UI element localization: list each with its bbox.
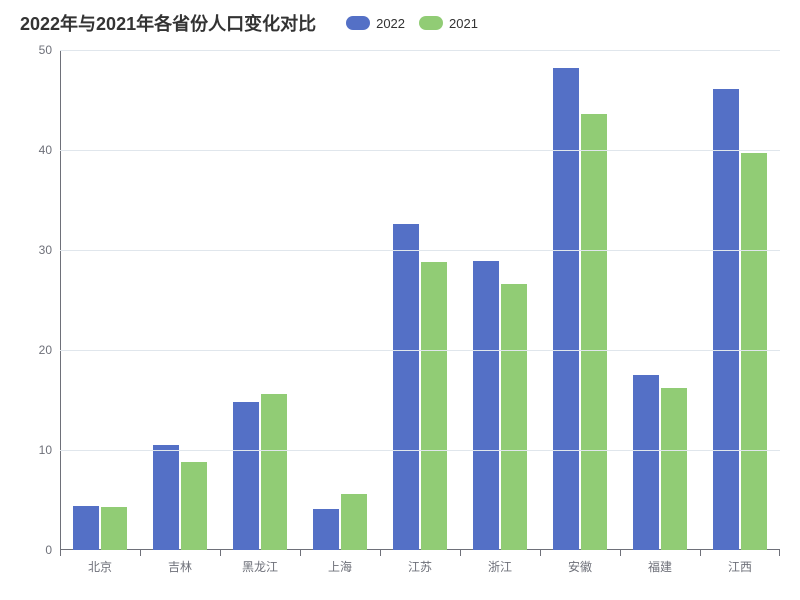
x-tick	[140, 550, 141, 556]
category-group: 吉林	[140, 50, 220, 550]
bar[interactable]	[741, 153, 767, 550]
category-group: 安徽	[540, 50, 620, 550]
chart-title: 2022年与2021年各省份人口变化对比	[20, 10, 316, 36]
grid-line	[60, 350, 780, 351]
bar[interactable]	[421, 262, 447, 550]
x-tick-label: 吉林	[168, 558, 192, 575]
x-tick	[220, 550, 221, 556]
bar-group	[300, 50, 380, 550]
x-tick	[700, 550, 701, 556]
grid-line	[60, 450, 780, 451]
bar[interactable]	[633, 375, 659, 550]
bar-group	[620, 50, 700, 550]
x-tick	[380, 550, 381, 556]
bar-group	[460, 50, 540, 550]
bar-group	[380, 50, 460, 550]
y-tick-label: 0	[45, 543, 52, 557]
bar-group	[540, 50, 620, 550]
bar[interactable]	[393, 224, 419, 550]
x-tick-label: 江西	[728, 558, 752, 575]
chart-header: 2022年与2021年各省份人口变化对比 2022 2021	[20, 8, 780, 38]
x-tick-label: 上海	[328, 558, 352, 575]
legend-item-2021[interactable]: 2021	[419, 16, 478, 31]
legend-swatch-2022	[346, 16, 370, 30]
category-group: 上海	[300, 50, 380, 550]
bar[interactable]	[313, 509, 339, 550]
bar-group	[700, 50, 780, 550]
category-group: 福建	[620, 50, 700, 550]
bar[interactable]	[101, 507, 127, 550]
x-tick	[300, 550, 301, 556]
categories-container: 北京吉林黑龙江上海江苏浙江安徽福建江西	[60, 50, 780, 550]
bar[interactable]	[661, 388, 687, 550]
bar[interactable]	[473, 261, 499, 550]
y-tick-label: 40	[39, 143, 52, 157]
grid-line	[60, 150, 780, 151]
category-group: 江西	[700, 50, 780, 550]
plot-area: 北京吉林黑龙江上海江苏浙江安徽福建江西 01020304050	[60, 50, 780, 550]
x-tick-label: 福建	[648, 558, 672, 575]
y-tick-label: 20	[39, 343, 52, 357]
bar[interactable]	[261, 394, 287, 550]
grid-line	[60, 250, 780, 251]
x-tick-label: 浙江	[488, 558, 512, 575]
category-group: 浙江	[460, 50, 540, 550]
bar[interactable]	[713, 89, 739, 550]
x-tick-label: 安徽	[568, 558, 592, 575]
legend-item-2022[interactable]: 2022	[346, 16, 405, 31]
legend-label-2021: 2021	[449, 16, 478, 31]
bar[interactable]	[181, 462, 207, 550]
bar[interactable]	[341, 494, 367, 550]
y-tick-label: 50	[39, 43, 52, 57]
bar-group	[220, 50, 300, 550]
x-tick	[620, 550, 621, 556]
category-group: 北京	[60, 50, 140, 550]
y-tick-label: 30	[39, 243, 52, 257]
x-tick	[540, 550, 541, 556]
category-group: 江苏	[380, 50, 460, 550]
legend-swatch-2021	[419, 16, 443, 30]
bar-group	[60, 50, 140, 550]
bar[interactable]	[581, 114, 607, 550]
grid-line	[60, 50, 780, 51]
y-tick-label: 10	[39, 443, 52, 457]
bar[interactable]	[73, 506, 99, 550]
bar-group	[140, 50, 220, 550]
bar[interactable]	[153, 445, 179, 550]
bar[interactable]	[233, 402, 259, 550]
bar[interactable]	[553, 68, 579, 550]
bar[interactable]	[501, 284, 527, 550]
x-tick-label: 黑龙江	[242, 558, 278, 575]
x-tick	[60, 550, 61, 556]
category-group: 黑龙江	[220, 50, 300, 550]
chart-legend: 2022 2021	[346, 16, 478, 31]
x-tick	[779, 550, 780, 556]
x-tick-label: 北京	[88, 558, 112, 575]
x-tick	[460, 550, 461, 556]
x-tick-label: 江苏	[408, 558, 432, 575]
legend-label-2022: 2022	[376, 16, 405, 31]
